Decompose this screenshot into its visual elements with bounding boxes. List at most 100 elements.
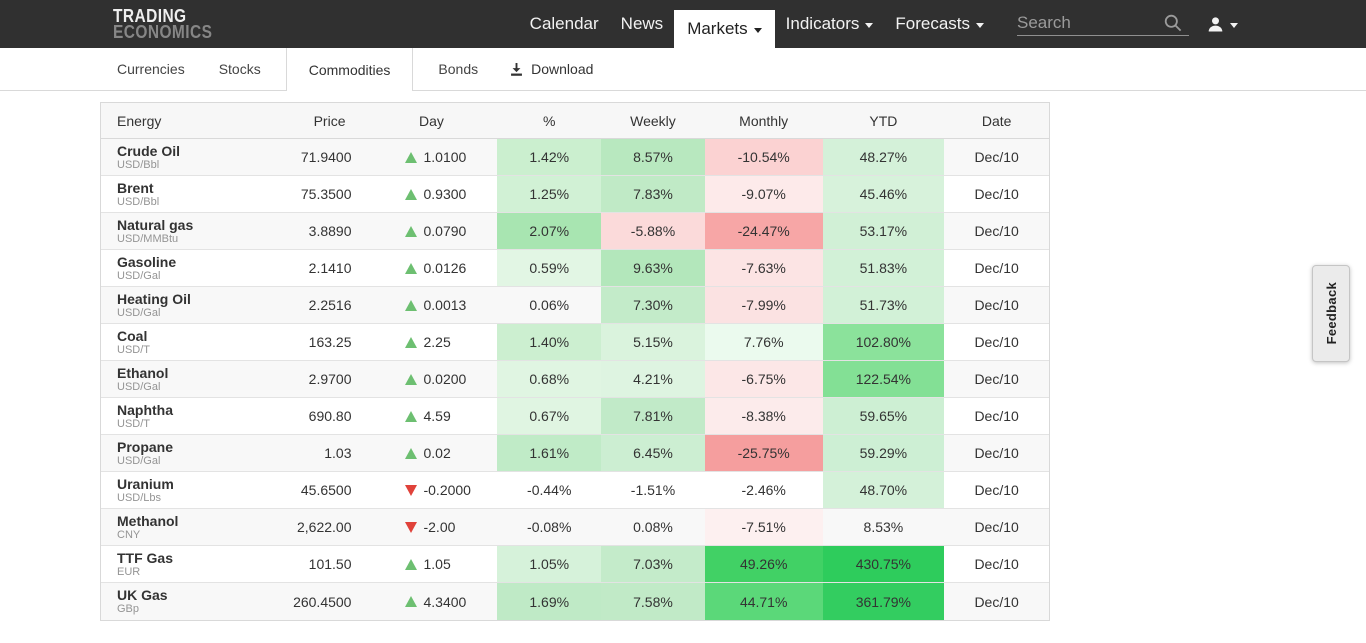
commodity-link[interactable]: Brent <box>117 179 154 196</box>
main-nav: Calendar News Markets Indicators Forecas… <box>519 0 995 48</box>
day-change-value: 0.02 <box>423 445 451 461</box>
nav-item-news[interactable]: News <box>610 0 675 48</box>
main-content: Energy Price Day% Weekly Monthly YTD Date Crud… <box>0 91 1366 641</box>
monthly-cell: -24.47% <box>704 213 823 250</box>
commodity-link[interactable]: Methanol <box>117 512 179 529</box>
date-cell: Dec/10 <box>944 435 1049 472</box>
search-input[interactable] <box>1017 12 1163 33</box>
commodity-link[interactable]: Naphtha <box>117 401 173 418</box>
percent-cell: 1.05% <box>497 546 602 583</box>
price-cell: 260.4500 <box>240 583 366 620</box>
table-row: Naphtha USD/T 690.80 4.59 0.67% 7.81% -8.38% 59… <box>101 398 1049 435</box>
tab-label: Commodities <box>308 61 391 78</box>
up-triangle-icon <box>405 596 418 607</box>
day-change-value: -2.00 <box>423 519 456 535</box>
price-cell: 3.8890 <box>240 213 366 250</box>
monthly-cell: 49.26% <box>704 546 823 583</box>
price-cell: 71.9400 <box>240 139 366 176</box>
commodity-link[interactable]: Uranium <box>117 475 174 492</box>
weekly-cell: 7.30% <box>601 287 705 324</box>
column-header-date[interactable]: Date <box>944 103 1049 139</box>
ytd-cell: 51.73% <box>822 287 945 324</box>
column-header-day[interactable]: Day <box>365 103 498 139</box>
table-row: Natural gas USD/MMBtu 3.8890 0.0790 2.07% -5.… <box>101 213 1049 250</box>
table-row: Ethanol USD/Gal 2.9700 0.0200 0.68% 4.21% -6.7… <box>101 361 1049 398</box>
search-box <box>1017 12 1189 36</box>
caret-down-icon <box>865 23 874 28</box>
ytd-cell: 53.17% <box>822 213 945 250</box>
commodity-link[interactable]: TTF Gas <box>117 549 174 566</box>
up-triangle-icon <box>405 299 418 311</box>
date-cell: Dec/10 <box>944 176 1049 213</box>
commodity-unit: USD/Gal <box>117 380 161 393</box>
percent-cell: 0.06% <box>497 287 602 324</box>
table-row: Coal USD/T 163.25 2.25 1.40% 5.15% 7.76% 102.80… <box>101 324 1049 361</box>
up-triangle-icon <box>405 225 418 237</box>
table-row: TTF Gas EUR 101.50 1.05 1.05% 7.03% 49.26% 430.… <box>101 546 1049 583</box>
nav-label: Indicators <box>785 14 860 33</box>
weekly-cell: 9.63% <box>601 250 705 287</box>
commodity-link[interactable]: Crude Oil <box>117 142 181 159</box>
date-cell: Dec/10 <box>944 472 1049 509</box>
column-header-price[interactable]: Price <box>240 103 366 139</box>
tab-bonds[interactable]: Bonds <box>421 48 495 90</box>
day-change-value: 0.9300 <box>423 186 467 202</box>
column-header-ytd[interactable]: YTD <box>822 103 945 139</box>
search-icon[interactable] <box>1163 13 1183 33</box>
day-change-value: 1.0100 <box>423 149 467 165</box>
up-triangle-icon <box>405 558 418 570</box>
commodity-unit: USD/Gal <box>117 454 161 467</box>
day-change-value: 0.0126 <box>423 260 467 276</box>
column-header-monthly[interactable]: Monthly <box>704 103 823 139</box>
logo-line1: TRADING <box>113 5 187 26</box>
percent-cell: -0.44% <box>497 472 602 509</box>
up-triangle-icon <box>405 336 418 348</box>
percent-cell: 0.68% <box>497 361 602 398</box>
site-logo[interactable]: TRADING ECONOMICS <box>113 0 212 48</box>
column-header-weekly[interactable]: Weekly <box>601 103 705 139</box>
weekly-cell: -5.88% <box>601 213 705 250</box>
table-header-row: Energy Price Day% Weekly Monthly YTD Date <box>101 103 1049 139</box>
download-label: Download <box>531 61 594 77</box>
date-cell: Dec/10 <box>944 546 1049 583</box>
feedback-button[interactable]: Feedback <box>1312 265 1350 362</box>
commodity-unit: USD/T <box>117 417 150 430</box>
up-triangle-icon <box>405 410 418 422</box>
column-header-energy[interactable]: Energy <box>101 103 241 139</box>
tab-currencies[interactable]: Currencies <box>100 48 202 90</box>
commodity-link[interactable]: Ethanol <box>117 364 169 381</box>
ytd-cell: 45.46% <box>822 176 945 213</box>
monthly-cell: -7.51% <box>704 509 823 546</box>
column-header-[interactable]: % <box>497 103 602 139</box>
day-change-value: 0.0013 <box>423 297 467 313</box>
nav-label: Forecasts <box>895 14 970 33</box>
commodity-link[interactable]: UK Gas <box>117 587 168 603</box>
tab-stocks[interactable]: Stocks <box>202 48 278 90</box>
commodity-link[interactable]: Propane <box>117 438 174 455</box>
monthly-cell: -7.63% <box>704 250 823 287</box>
ytd-cell: 59.65% <box>822 398 945 435</box>
commodity-link[interactable]: Coal <box>117 327 148 344</box>
table-row: Propane USD/Gal 1.03 0.02 1.61% 6.45% -25.75% 5… <box>101 435 1049 472</box>
nav-item-indicators[interactable]: Indicators <box>775 0 885 48</box>
monthly-cell: -7.99% <box>704 287 823 324</box>
percent-cell: -0.08% <box>497 509 602 546</box>
commodity-link[interactable]: Heating Oil <box>117 290 191 307</box>
nav-item-markets[interactable]: Markets <box>674 10 775 48</box>
monthly-cell: -8.38% <box>704 398 823 435</box>
down-triangle-icon <box>405 484 418 496</box>
date-cell: Dec/10 <box>944 509 1049 546</box>
weekly-cell: 4.21% <box>601 361 705 398</box>
download-button[interactable]: Download <box>495 48 607 90</box>
account-menu[interactable] <box>1207 0 1238 48</box>
tab-commodities[interactable]: Commodities <box>285 48 414 91</box>
nav-item-forecasts[interactable]: Forecasts <box>884 0 995 48</box>
nav-item-calendar[interactable]: Calendar <box>519 0 610 48</box>
commodity-link[interactable]: Gasoline <box>117 253 177 270</box>
table-row: Brent USD/Bbl 75.3500 0.9300 1.25% 7.83% -9.07… <box>101 176 1049 213</box>
commodity-unit: EUR <box>117 565 141 578</box>
commodity-link[interactable]: Natural gas <box>117 216 194 233</box>
down-triangle-icon <box>405 521 418 533</box>
ytd-cell: 8.53% <box>822 509 945 546</box>
monthly-cell: -10.54% <box>704 139 823 176</box>
